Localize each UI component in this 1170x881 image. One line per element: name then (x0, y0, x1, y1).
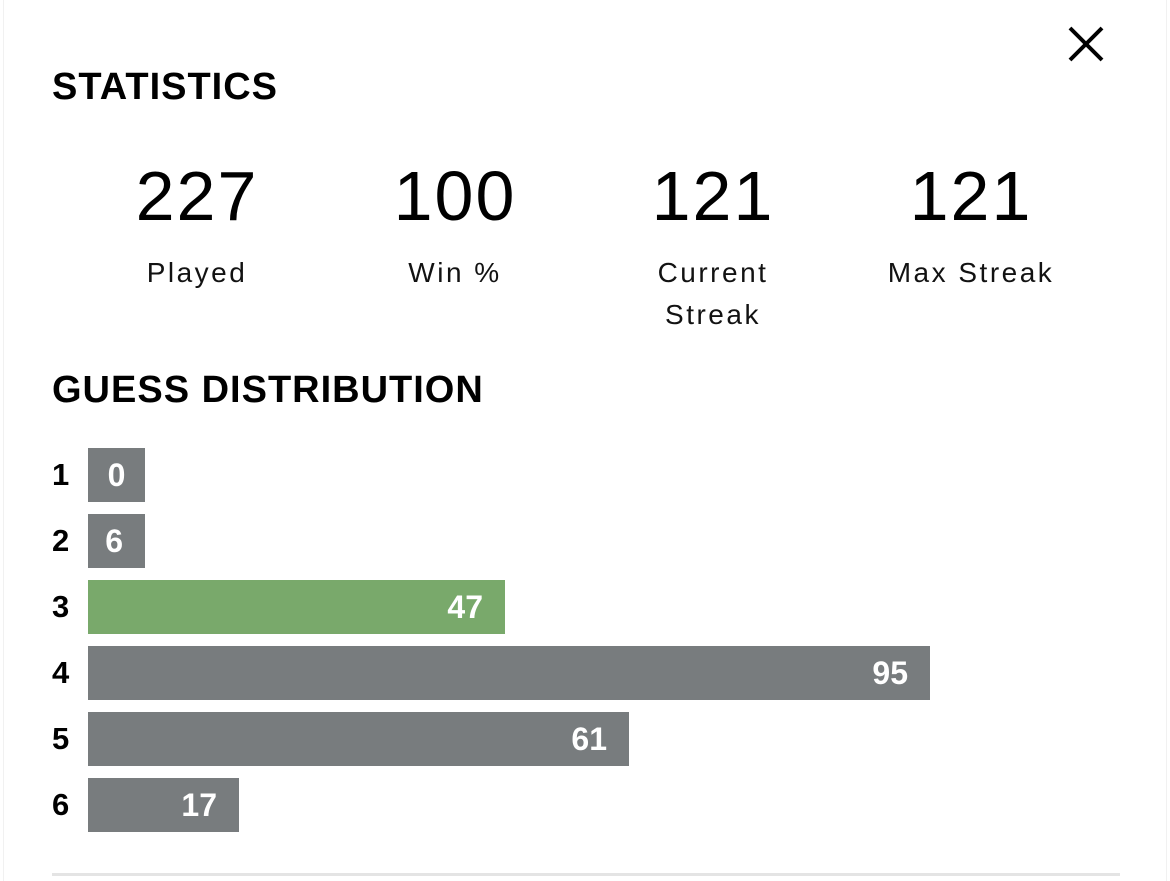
bar-count: 95 (872, 654, 908, 691)
distribution-bar: 47 (88, 580, 505, 634)
bar-track: 47 (88, 580, 1122, 634)
guess-number: 1 (52, 457, 70, 492)
stat-value: 227 (135, 157, 259, 235)
bar-count: 0 (107, 456, 126, 493)
bar-count: 17 (181, 786, 217, 823)
stat-win-percent: 100 Win % (326, 158, 584, 336)
bar-track: 17 (88, 778, 1122, 832)
distribution-row: 4 95 (52, 646, 1122, 700)
distribution-bar: 0 (88, 448, 145, 502)
guess-distribution-heading: GUESS DISTRIBUTION (52, 369, 484, 411)
bar-count: 6 (105, 522, 123, 559)
distribution-row: 3 47 (52, 580, 1122, 634)
stat-label: Max Streak (887, 257, 1055, 288)
statistics-modal: STATISTICS 227 Played 100 Win % 121 Curr… (3, 0, 1167, 881)
distribution-row: 5 61 (52, 712, 1122, 766)
bar-track: 0 (88, 448, 1122, 502)
divider (52, 873, 1120, 876)
distribution-bar: 17 (88, 778, 239, 832)
guess-distribution-chart: 1 0 2 6 3 47 4 95 5 61 6 17 (52, 448, 1122, 844)
bar-track: 61 (88, 712, 1122, 766)
distribution-bar: 95 (88, 646, 930, 700)
distribution-row: 6 17 (52, 778, 1122, 832)
stats-row: 227 Played 100 Win % 121 Current Streak … (68, 158, 1100, 336)
guess-number: 6 (52, 787, 70, 822)
guess-number: 5 (52, 721, 70, 756)
stat-label: Played (146, 257, 248, 288)
distribution-row: 1 0 (52, 448, 1122, 502)
stat-label: Current Streak (657, 257, 769, 330)
stat-max-streak: 121 Max Streak (842, 158, 1100, 336)
close-button[interactable] (1064, 22, 1108, 66)
bar-count: 47 (447, 588, 483, 625)
guess-number: 4 (52, 655, 70, 690)
stat-current-streak: 121 Current Streak (584, 158, 842, 336)
stat-value: 100 (393, 157, 517, 235)
stat-value: 121 (909, 157, 1033, 235)
bar-track: 6 (88, 514, 1122, 568)
bar-track: 95 (88, 646, 1122, 700)
stat-value: 121 (651, 157, 775, 235)
guess-number: 3 (52, 589, 70, 624)
stat-played: 227 Played (68, 158, 326, 336)
statistics-heading: STATISTICS (52, 66, 279, 108)
stat-label: Win % (408, 257, 502, 288)
distribution-row: 2 6 (52, 514, 1122, 568)
bar-count: 61 (571, 720, 607, 757)
distribution-bar: 6 (88, 514, 145, 568)
guess-number: 2 (52, 523, 70, 558)
distribution-bar: 61 (88, 712, 629, 766)
close-icon (1068, 26, 1104, 62)
